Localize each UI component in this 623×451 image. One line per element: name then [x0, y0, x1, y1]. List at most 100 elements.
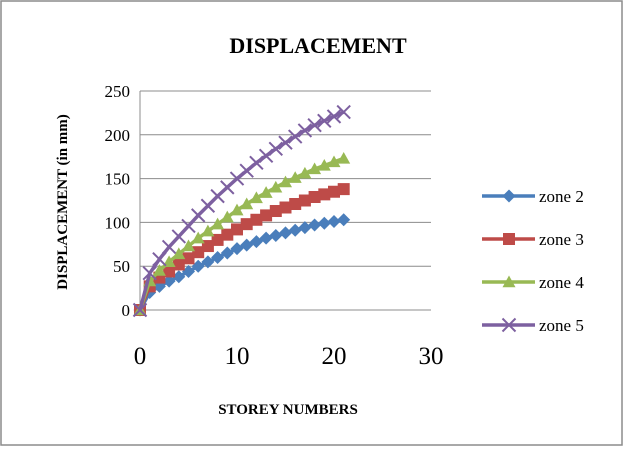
legend-item-zone-5: zone 5 — [482, 316, 584, 335]
data-point-zone-5-17 — [297, 123, 313, 138]
data-point-zone-2-4 — [172, 270, 186, 284]
data-point-zone-3-8 — [211, 233, 224, 246]
axes — [139, 91, 431, 311]
legend-label-zone-2: zone 2 — [539, 187, 584, 206]
data-point-zone-2-19 — [317, 216, 331, 230]
data-point-zone-4-16 — [288, 171, 302, 183]
x-tick-label-20: 20 — [322, 343, 347, 370]
x-tick-label-10: 10 — [225, 343, 250, 370]
data-point-zone-2-5 — [182, 264, 195, 278]
data-point-zone-3-9 — [221, 228, 234, 241]
data-point-zone-4-5 — [182, 239, 195, 252]
data-point-zone-5-14-stroke-b — [268, 141, 284, 157]
data-point-zone-4-12 — [249, 191, 263, 204]
data-point-zone-4-3 — [162, 255, 176, 268]
data-point-zone-3-16 — [289, 198, 302, 211]
data-point-zone-5-10-stroke-b — [229, 171, 245, 186]
data-point-zone-2-17 — [298, 221, 312, 235]
data-point-zone-5-14 — [268, 141, 284, 157]
data-point-zone-3-18 — [308, 190, 321, 203]
data-point-zone-2-15 — [279, 226, 292, 240]
legend-marker-zone-4 — [502, 275, 516, 288]
data-point-zone-2-6 — [191, 259, 205, 273]
data-point-zone-3-3 — [163, 265, 176, 278]
data-point-zone-2-14 — [269, 229, 283, 243]
y-tick-label-100: 100 — [105, 213, 131, 232]
legend-item-zone-4: zone 4 — [482, 273, 584, 292]
data-point-zone-4-7 — [201, 224, 215, 237]
data-point-zone-3-17 — [298, 194, 311, 207]
data-point-zone-3-7 — [201, 240, 214, 253]
data-point-zone-3-10 — [231, 223, 243, 236]
data-point-zone-3-20 — [328, 185, 340, 198]
data-point-zone-5-18-stroke-b — [307, 117, 322, 133]
data-point-zone-4-19 — [317, 158, 331, 171]
data-point-zone-4-21 — [337, 151, 351, 164]
data-point-zone-4-11 — [240, 197, 254, 210]
data-point-zone-2-9 — [220, 246, 234, 260]
data-point-zone-5-11-stroke-b — [239, 163, 254, 178]
legend-marker-zone-3 — [503, 233, 515, 245]
data-point-zone-2-20 — [327, 215, 341, 229]
y-tick-label-0: 0 — [122, 301, 131, 320]
data-point-zone-4-14 — [269, 180, 283, 193]
data-point-zone-4-9 — [220, 210, 234, 223]
data-point-zone-5-1 — [142, 266, 157, 281]
data-point-zone-5-20-stroke-b — [326, 109, 342, 124]
data-point-zone-5-16-stroke-b — [287, 129, 303, 144]
data-point-zone-4-8 — [211, 217, 225, 230]
y-tick-label-150: 150 — [105, 170, 131, 189]
legend-marker-zone-5 — [501, 317, 517, 333]
data-point-zone-5-20 — [326, 109, 342, 124]
data-point-zone-5-0-stroke-b — [132, 302, 148, 318]
x-axis-label: STOREY NUMBERS — [218, 402, 358, 418]
data-point-zone-2-8 — [211, 250, 225, 264]
legend-label-zone-3: zone 3 — [539, 230, 584, 249]
data-point-zone-5-0 — [132, 302, 148, 318]
x-tick-label-30: 30 — [419, 343, 444, 370]
data-point-zone-5-16 — [287, 129, 303, 144]
data-point-zone-2-13 — [259, 231, 273, 245]
data-point-zone-3-14 — [269, 205, 282, 218]
legend-marker-zone-2 — [502, 189, 516, 203]
data-point-zone-4-6 — [191, 231, 205, 244]
data-point-zone-3-12 — [250, 213, 263, 226]
legend-item-zone-3: zone 3 — [482, 230, 584, 249]
data-point-zone-5-15-stroke-b — [278, 135, 293, 150]
series-zone-2 — [133, 213, 351, 317]
data-point-zone-3-11 — [240, 218, 253, 231]
data-point-zone-5-15 — [278, 135, 293, 150]
y-tick-label-250: 250 — [105, 82, 131, 101]
data-point-zone-5-18 — [307, 117, 322, 133]
data-point-zone-2-7 — [201, 255, 215, 269]
y-tick-label-50: 50 — [113, 257, 130, 276]
data-point-zone-2-11 — [240, 238, 254, 252]
x-tick-label-0: 0 — [134, 343, 147, 370]
chart-title: DISPLACEMENT — [229, 33, 407, 58]
data-point-zone-5-2-stroke-b — [152, 251, 167, 267]
data-point-zone-5-12 — [249, 155, 264, 171]
data-point-zone-5-19-stroke-b — [317, 113, 332, 128]
data-point-zone-2-12 — [249, 235, 263, 249]
y-axis-label: DISPLACEMENT (in mm) — [55, 114, 71, 290]
data-point-zone-5-12-stroke-b — [249, 155, 264, 171]
data-point-zone-2-3 — [162, 274, 176, 288]
legend-marker-zone-5-stroke-b — [501, 317, 517, 333]
data-point-zone-3-21 — [337, 183, 350, 196]
data-point-zone-5-19 — [317, 113, 332, 128]
data-point-zone-5-1-stroke-b — [142, 266, 157, 281]
data-point-zone-4-20 — [327, 155, 341, 168]
data-point-zone-3-19 — [318, 188, 331, 201]
data-point-zone-3-4 — [172, 258, 185, 271]
data-point-zone-5-10 — [229, 171, 245, 186]
data-point-zone-2-16 — [288, 223, 302, 237]
data-point-zone-5-21 — [336, 104, 351, 120]
data-point-zone-2-18 — [308, 218, 322, 232]
data-point-zone-3-5 — [182, 252, 195, 265]
data-point-zone-5-13 — [258, 148, 274, 164]
series-zone-5 — [132, 104, 351, 318]
data-point-zone-5-2 — [152, 251, 167, 267]
data-point-zone-4-15 — [279, 175, 292, 188]
